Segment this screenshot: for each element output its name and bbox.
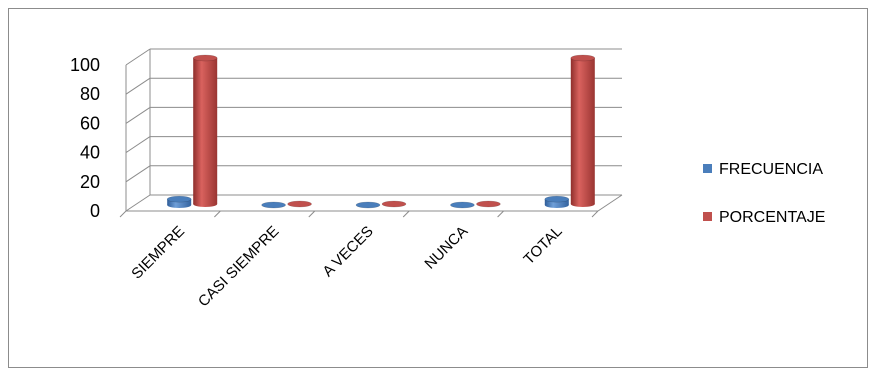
bar-top: [381, 200, 407, 208]
x-tick-label: A VECES: [319, 223, 376, 280]
bar-top: [355, 201, 381, 209]
bar-frecuencia: [261, 201, 286, 209]
x-tick-mark: [119, 210, 127, 218]
gridline-side: [125, 194, 151, 212]
bar-porcentaje: [476, 200, 501, 208]
axis-layer: [119, 65, 623, 218]
chart-frame: [8, 8, 868, 368]
gridline-side: [125, 77, 151, 95]
x-tick-mark: [308, 210, 316, 218]
x-tick-label: SIEMPRE: [128, 223, 188, 283]
y-tick-label: 20: [80, 172, 100, 192]
gridline-side: [125, 48, 151, 66]
legend-label: FRECUENCIA: [719, 161, 823, 178]
bar-porcentaje: [192, 54, 218, 207]
bars-layer: [166, 54, 596, 209]
x-tick-mark: [591, 210, 599, 218]
legend-label: PORCENTAJE: [719, 209, 825, 226]
bar-top: [192, 54, 218, 62]
floor-edge: [597, 194, 623, 212]
x-tick-mark: [214, 210, 221, 218]
bar-base: [193, 201, 218, 207]
x-tick-label: TOTAL: [520, 223, 565, 268]
legend-swatch: [703, 164, 712, 173]
bar-frecuencia: [450, 201, 475, 209]
x-tick-label: NUNCA: [421, 223, 471, 273]
bar-top: [544, 195, 570, 203]
gridline-side: [125, 165, 151, 183]
labels-layer: 0 20 40 60 80 100 SIEMPRE CASI SIEMPRE A VECES NU…: [70, 55, 566, 310]
bar-top: [450, 201, 475, 209]
bar-body: [570, 58, 595, 204]
gridline-side: [125, 136, 151, 154]
bar-base: [570, 201, 595, 207]
bar-porcentaje: [287, 200, 312, 208]
bar-top: [570, 54, 596, 62]
legend: FRECUENCIA PORCENTAJE: [703, 161, 825, 226]
legend-swatch: [703, 212, 712, 221]
gridline-side: [125, 106, 151, 124]
x-tick-mark: [497, 210, 504, 218]
x-tick-label: CASI SIEMPRE: [195, 223, 282, 310]
y-tick-label: 40: [80, 143, 100, 163]
bar-frecuencia: [544, 195, 570, 208]
bar-porcentaje: [570, 54, 596, 207]
x-tick-mark: [402, 210, 410, 218]
bar-frecuencia: [166, 195, 192, 208]
y-tick-label: 80: [80, 84, 100, 104]
y-tick-label: 100: [70, 55, 100, 75]
bar-top: [261, 201, 286, 209]
bar-base: [544, 202, 569, 208]
bar-base: [167, 202, 192, 208]
grid-layer: [125, 48, 622, 212]
bar-frecuencia: [355, 201, 381, 209]
y-tick-label: 60: [80, 113, 100, 133]
bar-body: [193, 58, 218, 204]
bar-top: [287, 200, 312, 208]
y-tick-label: 0: [90, 201, 100, 221]
bar-top: [166, 195, 192, 203]
bar-top: [476, 200, 501, 208]
bar-porcentaje: [381, 200, 407, 208]
